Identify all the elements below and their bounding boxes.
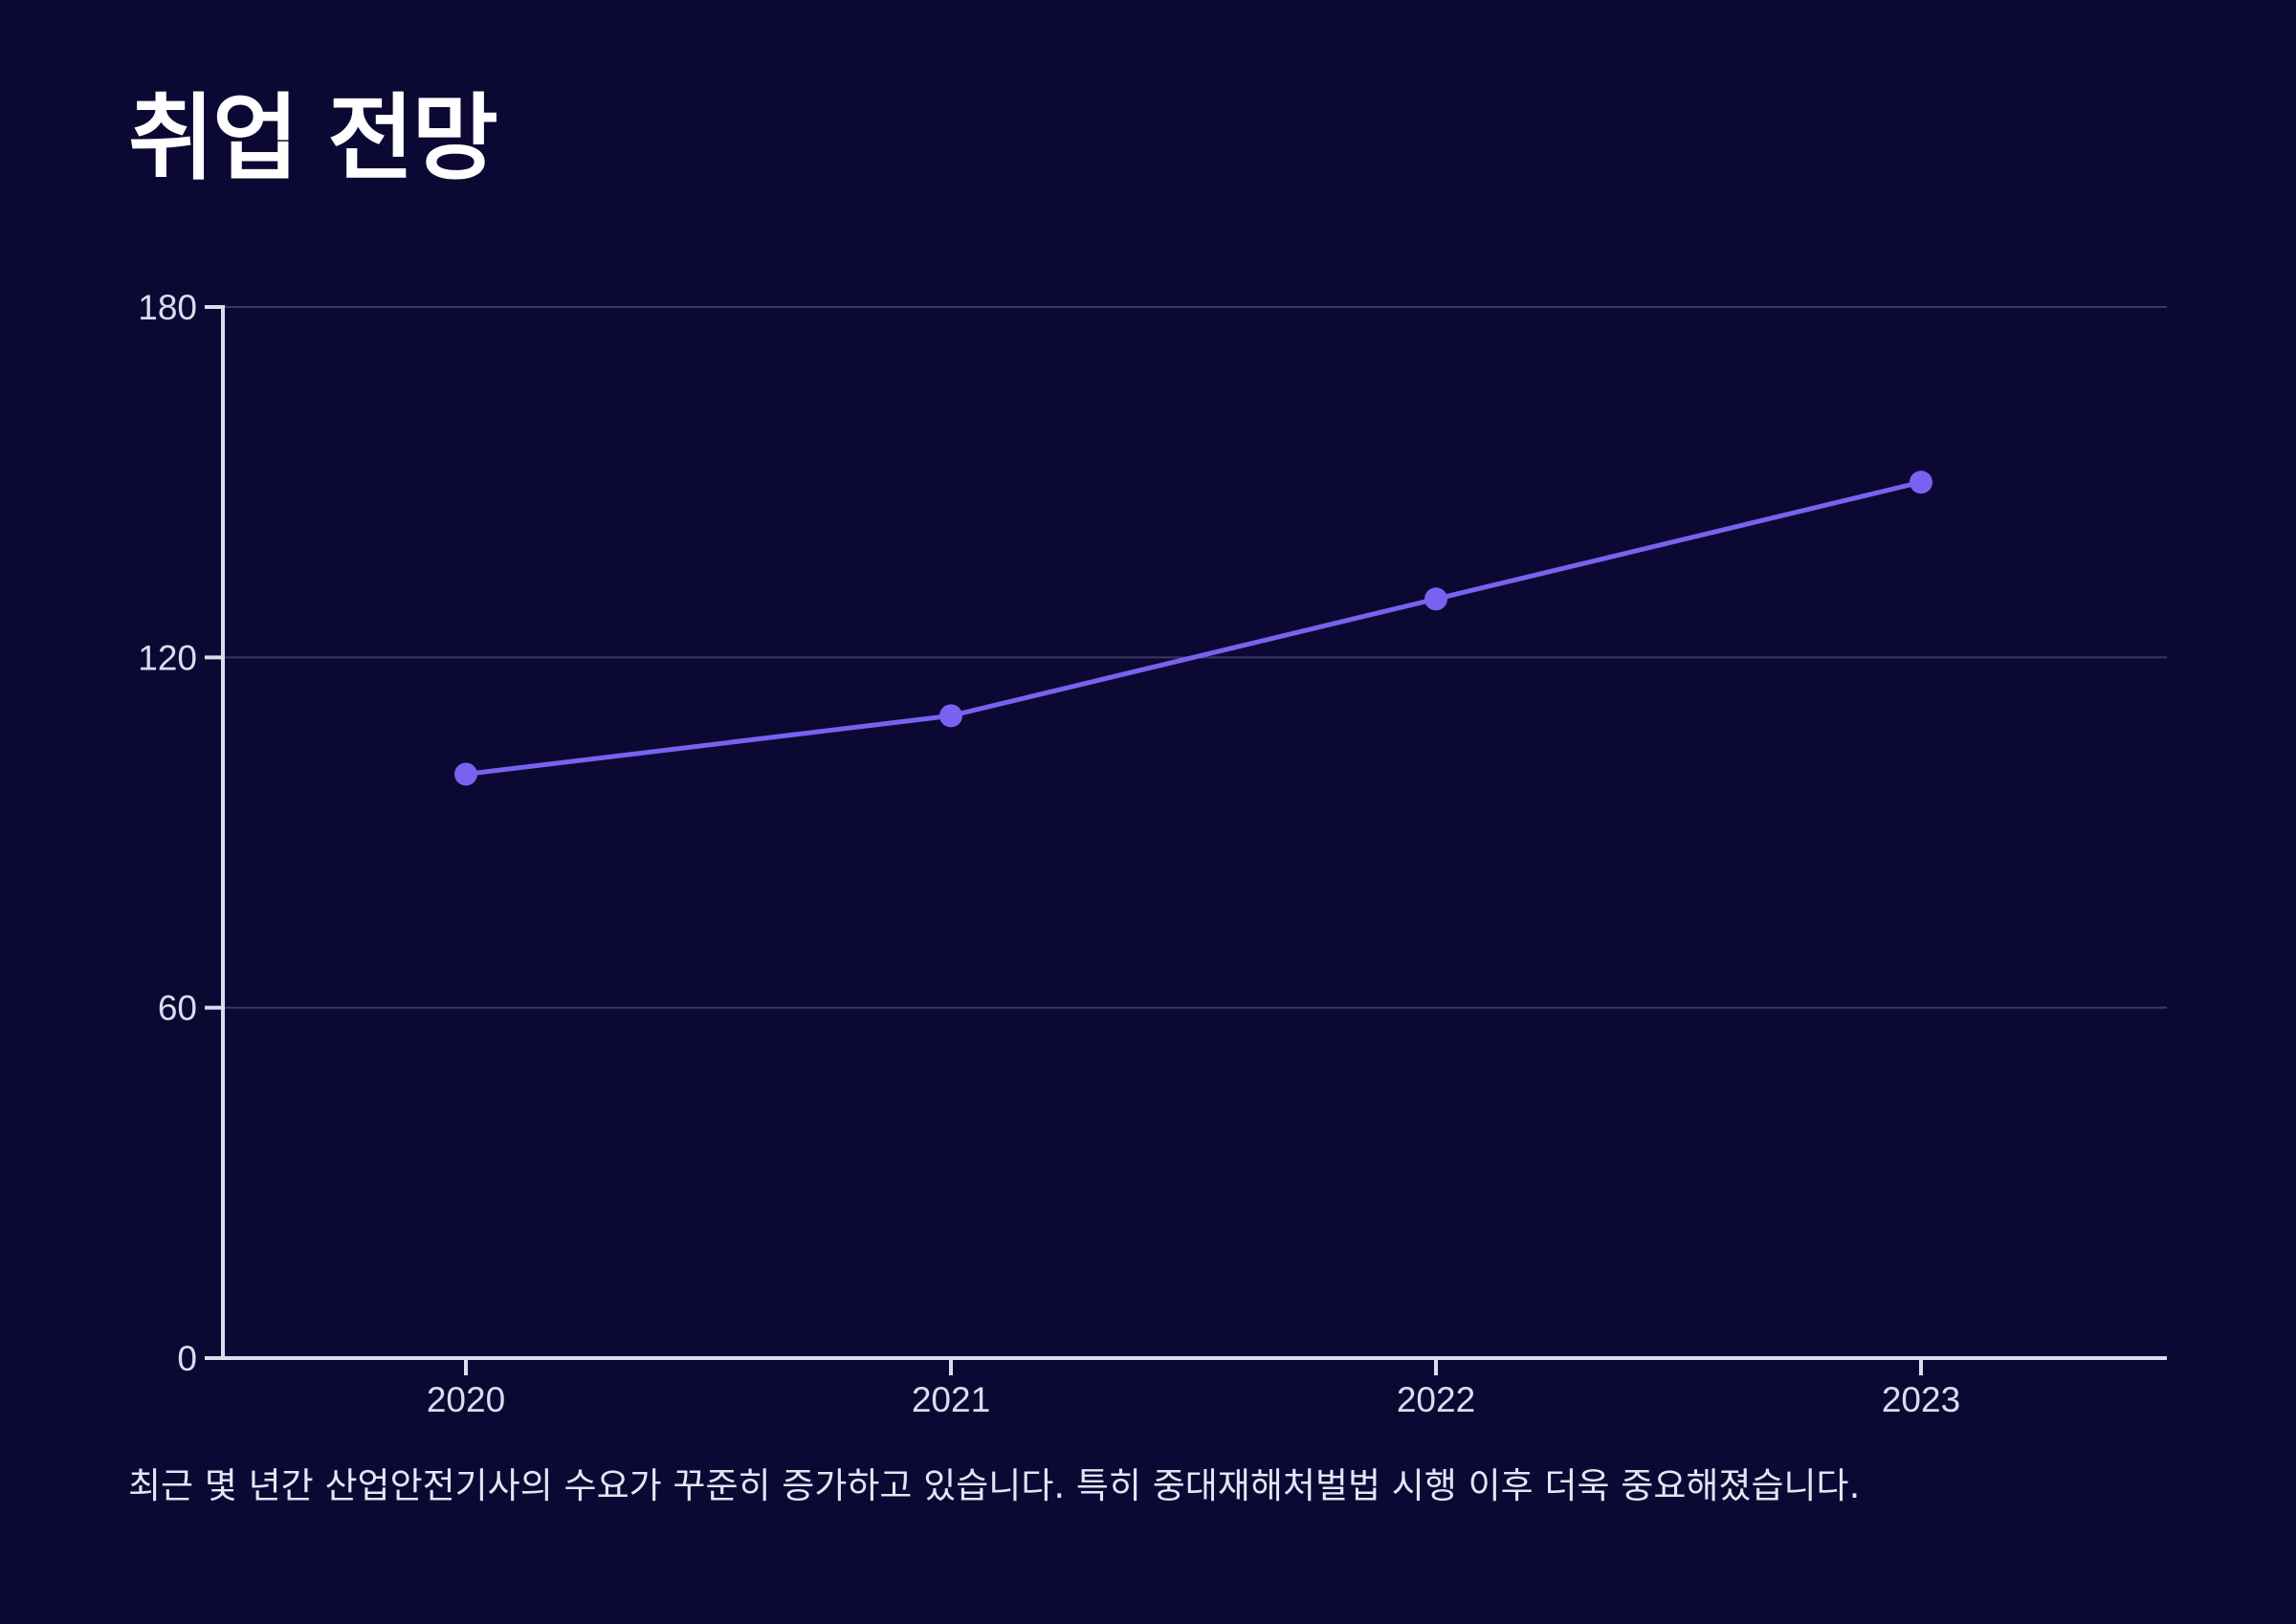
x-tick-label: 2020 <box>427 1380 505 1419</box>
data-point <box>1910 471 1932 494</box>
y-tick-label: 0 <box>177 1339 197 1378</box>
y-tick-label: 180 <box>138 288 197 327</box>
data-point <box>454 762 477 786</box>
axes <box>205 305 2167 1375</box>
x-tick-label: 2022 <box>1397 1380 1475 1419</box>
x-tick-label: 2021 <box>912 1380 990 1419</box>
data-point <box>939 704 962 728</box>
data-point <box>1424 587 1447 611</box>
tick-labels: 0 60 120 180 2020 2021 2022 2023 <box>138 288 1960 1419</box>
series <box>454 471 1932 786</box>
y-tick-label: 60 <box>158 989 197 1028</box>
page-title: 취업 전망 <box>128 84 498 193</box>
x-tick-label: 2023 <box>1882 1380 1960 1419</box>
chart-caption: 최근 몇 년간 산업안전기사의 수요가 꾸준히 증가하고 있습니다. 특히 중대… <box>128 1465 1861 1506</box>
y-tick-label: 120 <box>138 638 197 677</box>
series-line <box>463 479 1924 777</box>
